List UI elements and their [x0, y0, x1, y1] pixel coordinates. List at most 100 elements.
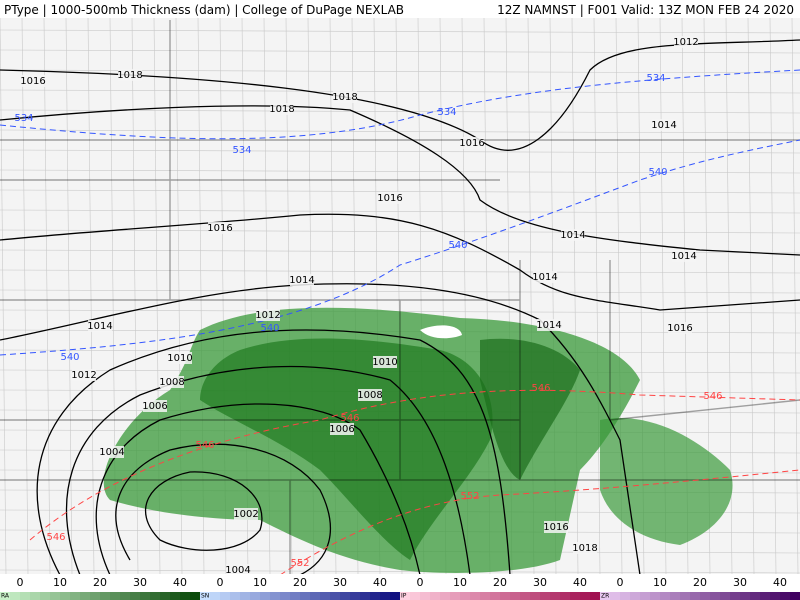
county-line	[21, 17, 29, 575]
colorbar-tick: 20	[93, 576, 107, 589]
colorbar-swatch	[690, 592, 700, 600]
county-line	[87, 17, 95, 575]
colorbar-section: SN	[201, 593, 209, 600]
colorbar-swatch	[250, 592, 260, 600]
county-line	[0, 189, 800, 194]
county-line	[0, 569, 800, 574]
colorbar-swatch	[150, 592, 160, 600]
colorbar-tick: 20	[293, 576, 307, 589]
label-bg	[668, 322, 692, 334]
isobar-label: 1012	[673, 37, 698, 48]
thickness-lines	[0, 69, 800, 576]
precipitation	[103, 307, 733, 573]
colorbar-swatch	[370, 592, 380, 600]
colorbar-section: RA	[1, 593, 10, 600]
thickness-label: 552	[460, 491, 479, 502]
label-bg	[672, 250, 696, 262]
colorbar-swatch	[290, 592, 300, 600]
colorbar-swatch	[50, 592, 60, 600]
colorbar-swatch	[320, 592, 330, 600]
colorbar-swatch	[570, 592, 580, 600]
colorbar-swatch	[580, 592, 590, 600]
county-line	[0, 149, 800, 154]
isobar	[0, 283, 641, 576]
colorbar-swatch	[100, 592, 110, 600]
isobar-label: 1014	[651, 120, 676, 131]
colorbar-swatch	[270, 592, 280, 600]
county-line	[0, 49, 800, 54]
thickness-label: 534	[646, 73, 665, 84]
label-bg	[333, 91, 357, 103]
colorbar-swatch	[460, 592, 470, 600]
county-line	[0, 169, 800, 174]
label-bg	[533, 271, 557, 283]
colorbar-swatch	[560, 592, 570, 600]
colorbar-swatch	[400, 592, 410, 600]
isobar-label: 1014	[560, 230, 585, 241]
thickness-line	[279, 469, 800, 576]
county-line	[791, 17, 799, 575]
colorbar-swatch	[160, 592, 170, 600]
county-line	[0, 29, 800, 34]
colorbar-swatch	[740, 592, 750, 600]
colorbar-swatch	[630, 592, 640, 600]
colorbar-swatch	[430, 592, 440, 600]
label-bg	[226, 564, 250, 576]
colorbar-tick: 40	[373, 576, 387, 589]
county-line	[65, 17, 73, 575]
label-bg	[143, 400, 167, 412]
colorbar-swatch	[540, 592, 550, 600]
colorbar-swatch	[650, 592, 660, 600]
thickness-label: 534	[437, 107, 456, 118]
county-line	[0, 109, 800, 114]
colorbar-swatch	[260, 592, 270, 600]
isobar-label: 1014	[87, 321, 112, 332]
colorbar-swatch	[60, 592, 70, 600]
colorbar: RA 0 10 20 30 40 SN 0 10 20 30 40 IP 0 10 20 30 40 ZR 0 10 20…	[0, 576, 800, 600]
colorbar-swatch	[80, 592, 90, 600]
colorbar-swatch	[670, 592, 680, 600]
isobar-label: 1012	[71, 370, 96, 381]
colorbar-swatch	[450, 592, 460, 600]
colorbar-swatch	[610, 592, 620, 600]
thickness-label: 552	[290, 558, 309, 569]
isobar-label: 1012	[255, 310, 280, 321]
county-line	[0, 269, 800, 274]
label-bg	[168, 352, 192, 364]
county-line	[769, 17, 777, 575]
colorbar-swatch	[640, 592, 650, 600]
colorbar-tick: 0	[417, 576, 424, 589]
label-bg	[72, 369, 96, 381]
colorbar-swatch	[750, 592, 760, 600]
colorbar-swatch	[110, 592, 120, 600]
isobar-label: 1004	[225, 565, 250, 576]
isobar-label: 1014	[536, 320, 561, 331]
label-bg	[100, 446, 124, 458]
colorbar-tick: 30	[133, 576, 147, 589]
label-bg	[208, 222, 232, 234]
isobar-label: 1010	[372, 357, 397, 368]
rain-heavy	[480, 338, 580, 480]
colorbar-swatch	[520, 592, 530, 600]
isobar	[0, 213, 800, 311]
colorbar-swatch	[620, 592, 630, 600]
isobar-label: 1016	[459, 138, 484, 149]
colorbar-swatch	[90, 592, 100, 600]
colorbar-swatch	[330, 592, 340, 600]
label-bg	[652, 119, 676, 131]
isobar-label: 1014	[671, 251, 696, 262]
colorbar-swatch	[230, 592, 240, 600]
label-bg	[378, 192, 402, 204]
colorbar-swatch	[410, 592, 420, 600]
label-bg	[544, 521, 568, 533]
label-bg	[561, 229, 585, 241]
rain-gap	[420, 325, 462, 339]
isobar	[65, 365, 471, 576]
isobar-label: 1008	[357, 390, 382, 401]
rain-area	[600, 418, 733, 545]
isobar	[115, 443, 332, 576]
colorbar-swatch	[590, 592, 600, 600]
colorbar-tick: 40	[773, 576, 787, 589]
isobar-label: 1016	[207, 223, 232, 234]
